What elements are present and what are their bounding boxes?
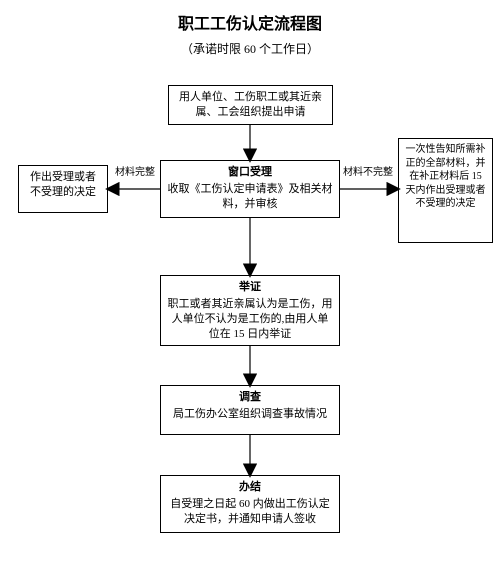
- node-applicant: 用人单位、工伤职工或其近亲属、工会组织提出申请: [168, 85, 333, 125]
- node-investigate-body: 局工伤办公室组织调查事故情况: [173, 408, 327, 420]
- node-evidence: 举证 职工或者其近亲属认为是工伤，用人单位不认为是工伤的,由用人单位在 15 日…: [160, 275, 340, 346]
- node-finish-heading: 办结: [167, 480, 333, 495]
- node-decision-right-body: 一次性告知所需补正的全部材料，并在补正材料后 15 天内作出受理或者不受理的决定: [406, 144, 486, 209]
- edge-label-incomplete: 材料不完整: [343, 168, 393, 178]
- page-title: 职工工伤认定流程图: [0, 10, 500, 34]
- node-evidence-heading: 举证: [167, 280, 333, 295]
- node-window: 窗口受理 收取《工伤认定申请表》及相关材料，并审核: [160, 160, 340, 218]
- page-subtitle: （承诺时限 60 个工作日）: [0, 40, 500, 57]
- node-finish: 办结 自受理之日起 60 内做出工伤认定决定书，并通知申请人签收: [160, 475, 340, 533]
- node-decision-left: 作出受理或者不受理的决定: [18, 165, 108, 213]
- edge-label-complete: 材料完整: [115, 168, 155, 178]
- flowchart-canvas: 职工工伤认定流程图 （承诺时限 60 个工作日） 用人单位、工伤职工或其近亲属、…: [0, 0, 500, 563]
- node-investigate: 调查 局工伤办公室组织调查事故情况: [160, 385, 340, 435]
- node-finish-body: 自受理之日起 60 内做出工伤认定决定书，并通知申请人签收: [170, 498, 330, 525]
- node-investigate-heading: 调查: [167, 390, 333, 405]
- node-applicant-body: 用人单位、工伤职工或其近亲属、工会组织提出申请: [179, 91, 322, 118]
- node-decision-left-body: 作出受理或者不受理的决定: [30, 171, 96, 198]
- node-window-heading: 窗口受理: [167, 165, 333, 180]
- node-window-body: 收取《工伤认定申请表》及相关材料，并审核: [168, 183, 333, 210]
- node-evidence-body: 职工或者其近亲属认为是工伤，用人单位不认为是工伤的,由用人单位在 15 日内举证: [168, 298, 333, 340]
- node-decision-right: 一次性告知所需补正的全部材料，并在补正材料后 15 天内作出受理或者不受理的决定: [398, 138, 493, 243]
